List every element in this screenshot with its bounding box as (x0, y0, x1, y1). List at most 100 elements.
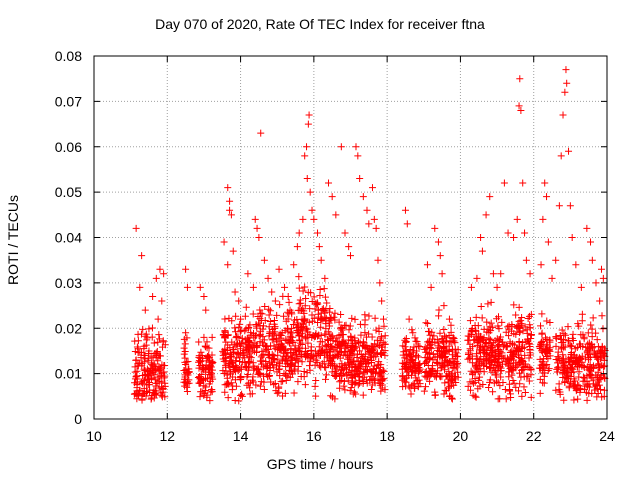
data-point (369, 347, 377, 355)
data-point (357, 331, 365, 339)
data-point (359, 193, 367, 201)
data-point (322, 314, 330, 322)
data-point (483, 346, 491, 354)
data-point (482, 340, 490, 348)
data-point (336, 362, 344, 370)
data-point (584, 329, 592, 337)
data-point (156, 364, 164, 372)
data-point (519, 327, 527, 335)
data-point (471, 336, 479, 344)
data-point (422, 358, 430, 366)
data-point (431, 224, 439, 232)
data-point (409, 381, 417, 389)
data-point (303, 143, 311, 151)
data-point (266, 307, 274, 315)
data-point (281, 389, 289, 397)
data-point (598, 265, 606, 273)
data-point (512, 344, 520, 352)
data-point (270, 354, 278, 362)
data-point (512, 330, 520, 338)
data-point (434, 367, 442, 375)
data-point (438, 270, 446, 278)
data-point (404, 366, 412, 374)
data-point (494, 342, 502, 350)
data-point (221, 334, 229, 342)
data-point (229, 348, 237, 356)
data-point (131, 347, 139, 355)
data-point (138, 395, 146, 403)
x-tick-label: 24 (599, 428, 615, 444)
data-point (308, 333, 316, 341)
data-point (224, 341, 232, 349)
data-point (546, 336, 554, 344)
data-point (444, 384, 452, 392)
data-point (591, 386, 599, 394)
x-axis-ticks: 10 12 14 16 18 20 22 24 (86, 56, 615, 444)
data-point (571, 381, 579, 389)
data-point (301, 152, 309, 160)
data-point (153, 347, 161, 355)
data-point (233, 364, 241, 372)
data-point (358, 354, 366, 362)
data-point (158, 297, 166, 305)
data-point (306, 366, 314, 374)
data-point (328, 342, 336, 350)
data-point (515, 337, 523, 345)
data-point (253, 324, 261, 332)
y-axis-ticks: 0 0.01 0.02 0.03 0.04 0.05 0.06 0.07 0.08 (55, 48, 607, 427)
data-point (554, 353, 562, 361)
data-points (130, 66, 609, 405)
data-point (288, 310, 296, 318)
data-point (577, 283, 585, 291)
data-point (541, 179, 549, 187)
data-point (347, 332, 355, 340)
data-point (574, 355, 582, 363)
data-point (512, 383, 520, 391)
x-tick-label: 22 (526, 428, 542, 444)
data-point (464, 382, 472, 390)
data-point (518, 392, 526, 400)
data-point (422, 383, 430, 391)
data-point (482, 350, 490, 358)
data-point (485, 384, 493, 392)
data-point (147, 395, 155, 403)
data-point (563, 370, 571, 378)
data-point (598, 312, 606, 320)
data-point (583, 349, 591, 357)
data-point (446, 382, 454, 390)
data-point (155, 352, 163, 360)
data-point (314, 229, 322, 237)
data-point (280, 312, 288, 320)
data-point (287, 345, 295, 353)
data-point (264, 274, 272, 282)
data-point (356, 369, 364, 377)
data-point (430, 332, 438, 340)
data-point (242, 340, 250, 348)
data-point (525, 354, 533, 362)
data-point (277, 332, 285, 340)
x-tick-label: 14 (233, 428, 249, 444)
data-point (587, 321, 595, 329)
data-point (467, 367, 475, 375)
data-point (312, 299, 320, 307)
x-axis-label: GPS time / hours (266, 456, 374, 472)
data-point (221, 381, 229, 389)
data-point (245, 364, 253, 372)
data-point (552, 334, 560, 342)
data-point (505, 373, 513, 381)
data-point (440, 326, 448, 334)
data-point (249, 283, 257, 291)
data-point (502, 395, 510, 403)
data-point (540, 355, 548, 363)
data-point (493, 335, 501, 343)
data-point (359, 391, 367, 399)
data-point (289, 320, 297, 328)
data-point (575, 382, 583, 390)
data-point (513, 215, 521, 223)
data-point (425, 355, 433, 363)
data-point (538, 329, 546, 337)
data-point (571, 345, 579, 353)
data-point (583, 377, 591, 385)
data-point (345, 326, 353, 334)
data-point (155, 377, 163, 385)
